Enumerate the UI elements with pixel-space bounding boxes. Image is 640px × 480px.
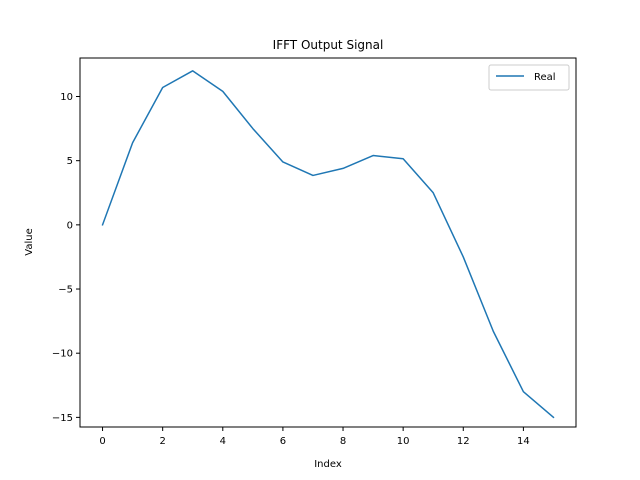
y-tick-label: −10: [52, 349, 73, 360]
x-tick-label: 6: [280, 436, 286, 447]
chart-title: IFFT Output Signal: [273, 38, 384, 52]
x-tick-label: 14: [517, 436, 530, 447]
legend-label-real: Real: [534, 72, 556, 83]
x-tick-label: 8: [340, 436, 346, 447]
x-tick-label: 10: [397, 436, 410, 447]
y-tick-label: 5: [67, 156, 73, 167]
y-tick-label: 0: [67, 220, 73, 231]
y-tick-label: −5: [58, 285, 73, 296]
x-tick-label: 4: [220, 436, 226, 447]
y-axis-label: Value: [24, 228, 35, 255]
x-tick-label: 12: [457, 436, 470, 447]
x-tick-label: 0: [99, 436, 105, 447]
series-line-real: [101, 70, 555, 419]
x-axis-ticks: 0 2 4 6 8 10 12 14: [99, 427, 530, 447]
y-tick-label: −15: [52, 413, 73, 424]
y-tick-label: 10: [60, 92, 73, 103]
legend: Real: [488, 64, 570, 91]
x-axis-label: Index: [314, 459, 342, 470]
legend-box: [488, 64, 570, 91]
plot-area-frame: [79, 57, 577, 428]
y-axis-ticks: −15 −10 −5 0 5 10: [52, 92, 80, 424]
x-tick-label: 2: [159, 436, 165, 447]
plot-marks: [101, 70, 555, 419]
